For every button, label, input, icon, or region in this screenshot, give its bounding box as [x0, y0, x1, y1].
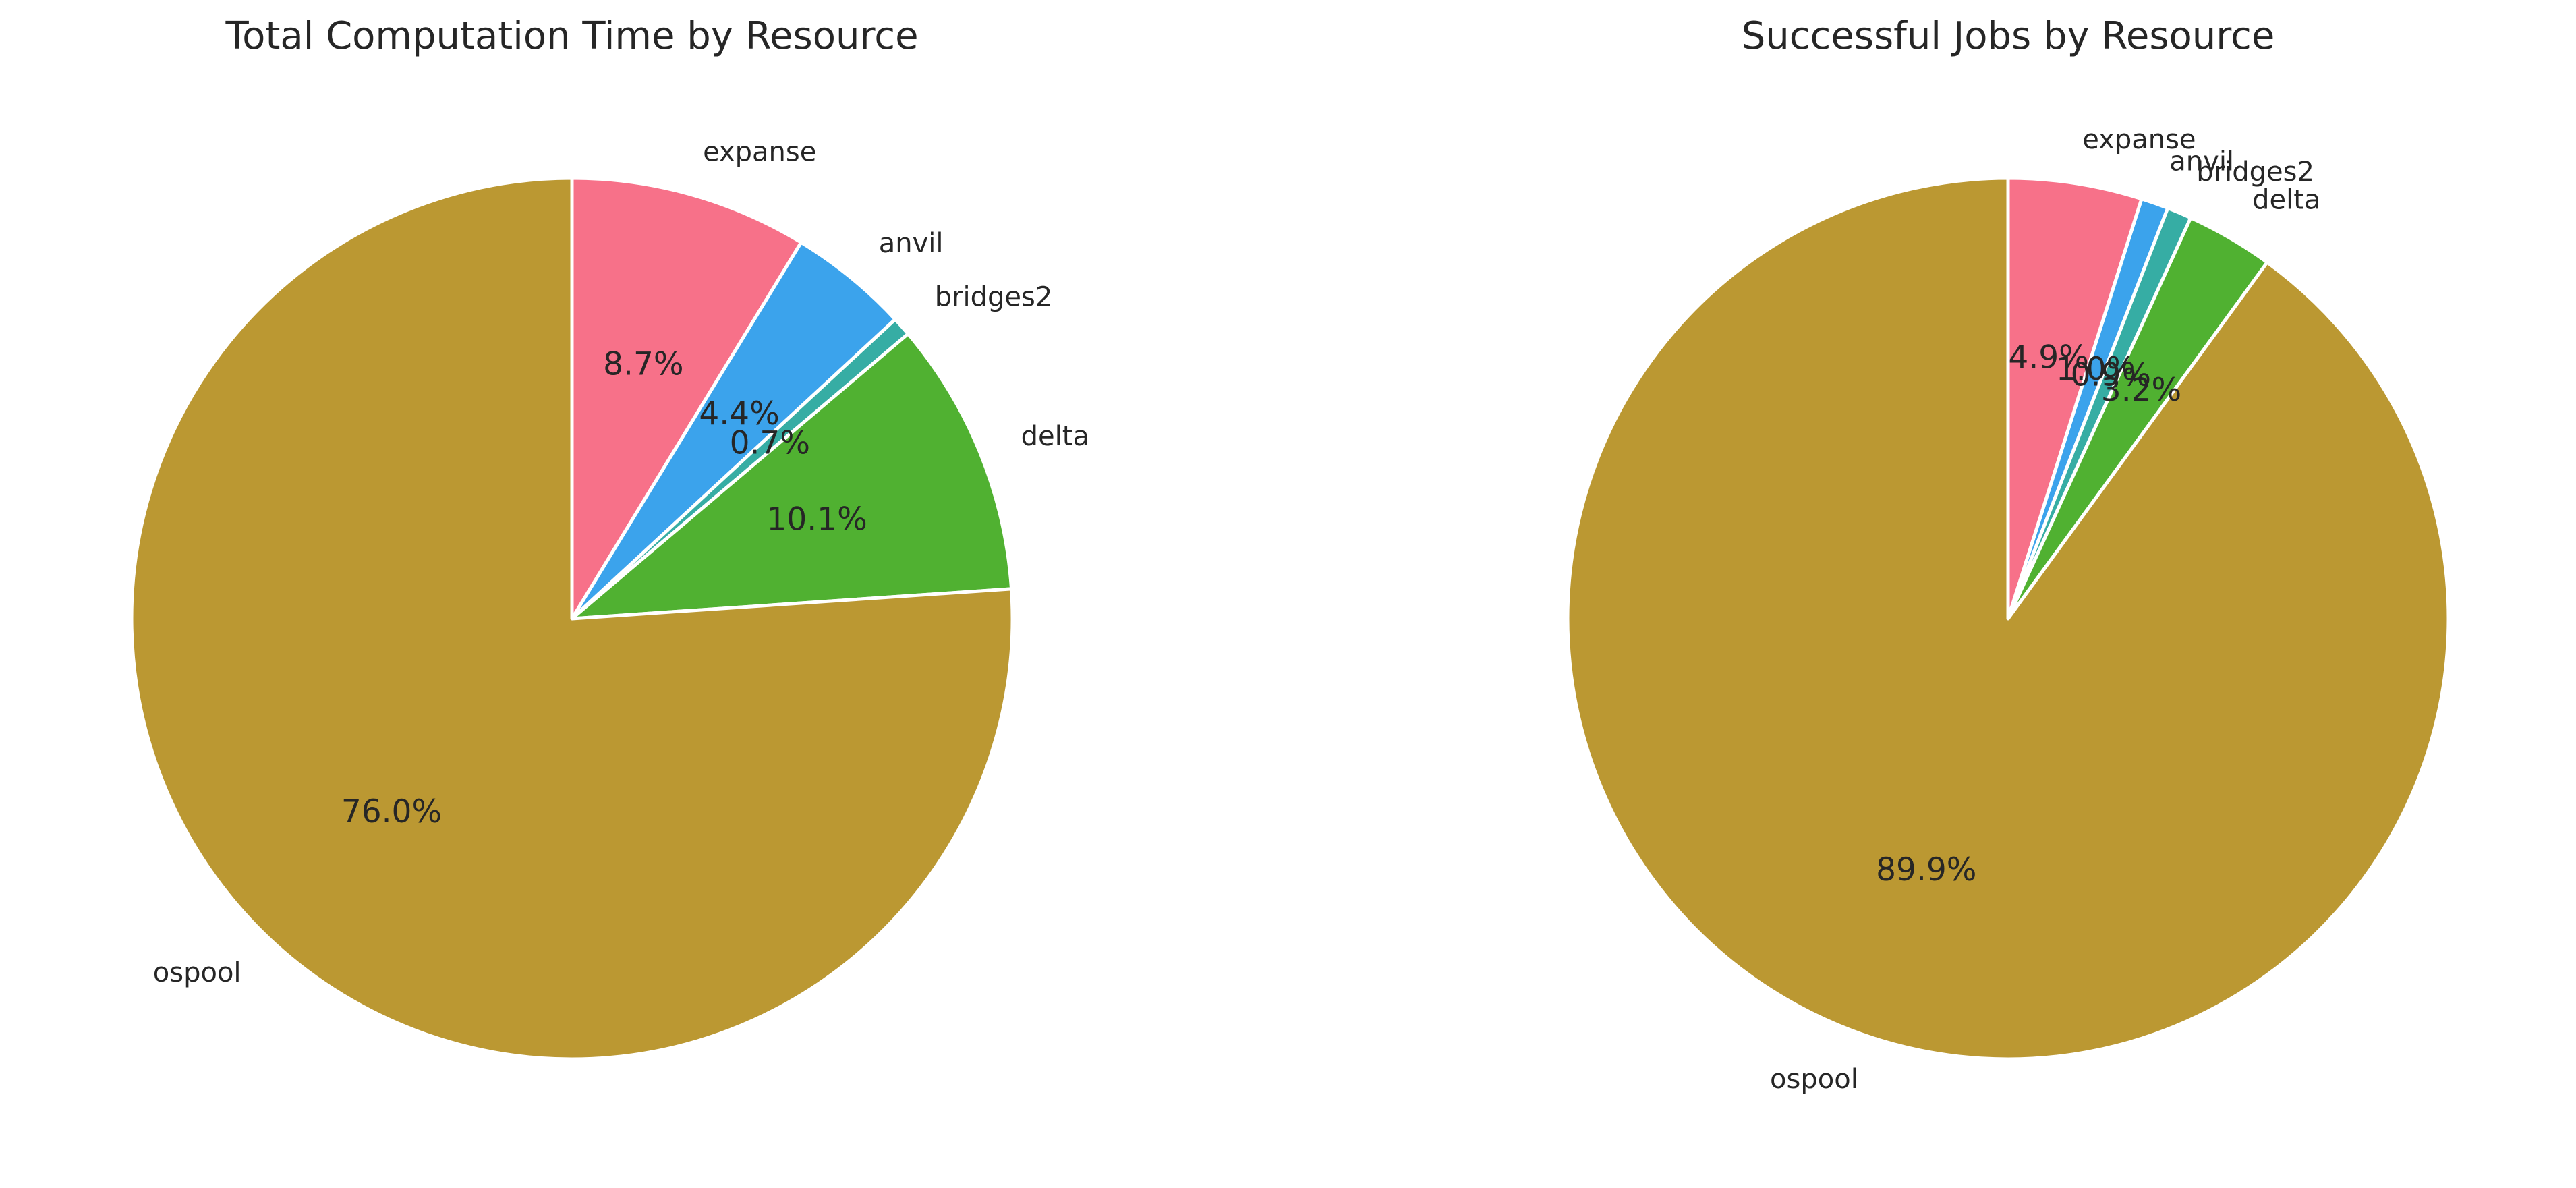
pct-label-anvil: 1.0% [2056, 351, 2136, 388]
pie-slices [1566, 176, 2451, 1061]
pct-label-bridges2: 0.9% [2071, 357, 2151, 394]
pct-label-bridges2: 0.7% [730, 425, 810, 462]
pct-label-delta: 3.2% [2101, 372, 2181, 409]
pie-chart-successful-jobs: Successful Jobs by Resource expanse 4.9% a… [1566, 14, 2451, 1095]
slice-label-delta: delta [2252, 185, 2320, 216]
slice-label-expanse: expanse [2082, 124, 2196, 155]
slice-label-ospool: ospool [1770, 1064, 1858, 1095]
pie-labels: expanse 4.9% anvil 1.0% bridges2 0.9% delta 3.2… [1770, 124, 2320, 1095]
slice-label-bridges2: bridges2 [935, 282, 1053, 313]
pct-label-expanse: 8.7% [603, 345, 683, 383]
pie-slice-ospool [130, 176, 1014, 1061]
pct-label-delta: 10.1% [766, 501, 867, 538]
pct-label-anvil: 4.4% [699, 395, 779, 432]
pie-slice-anvil [570, 240, 897, 621]
slice-label-bridges2: bridges2 [2196, 157, 2314, 188]
pie-labels: expanse 8.7% anvil 4.4% bridges2 0.7% delta 10.… [153, 136, 1089, 988]
slice-label-ospool: ospool [153, 957, 241, 988]
pie-slice-ospool [1566, 176, 2451, 1061]
pct-label-expanse: 4.9% [2008, 339, 2088, 376]
slice-label-delta: delta [1021, 421, 1089, 452]
pie-slices [130, 176, 1014, 1061]
pct-label-ospool: 76.0% [341, 793, 442, 830]
pie-slice-expanse [570, 176, 803, 621]
pie-chart-computation-time: Total Computation Time by Resource expan… [130, 14, 1089, 1061]
slice-label-anvil: anvil [2169, 146, 2234, 177]
slice-label-expanse: expanse [703, 136, 816, 167]
pct-label-ospool: 89.9% [1876, 851, 1976, 888]
chart-title: Total Computation Time by Resource [225, 14, 918, 58]
chart-title: Successful Jobs by Resource [1742, 14, 2275, 58]
slice-label-anvil: anvil [879, 228, 944, 259]
pie-slice-delta [570, 332, 1014, 621]
